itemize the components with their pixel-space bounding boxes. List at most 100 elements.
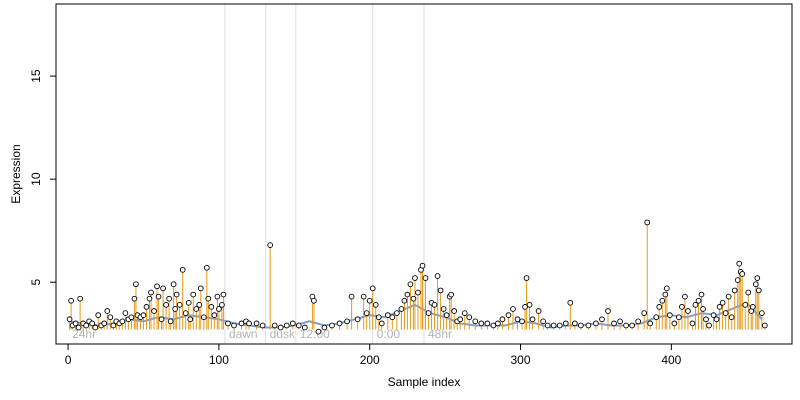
data-point-36	[163, 301, 169, 308]
data-point-115	[461, 310, 468, 316]
data-point-1	[68, 297, 74, 304]
data-point-87	[372, 301, 379, 308]
data-point-56	[214, 293, 221, 300]
y-axis: 5 10 15	[29, 69, 57, 286]
data-point-23	[131, 295, 138, 302]
data-point-130	[529, 316, 536, 323]
data-point-80	[344, 318, 350, 325]
data-point-52	[203, 264, 210, 271]
data-point-163	[689, 320, 696, 327]
data-point-5	[77, 295, 83, 302]
data-point-101	[419, 262, 426, 269]
data-point-154	[659, 297, 666, 304]
data-point-93	[398, 306, 405, 312]
data-point-103	[425, 310, 432, 316]
x-tick-label: 300	[511, 353, 531, 367]
data-point-169	[706, 322, 712, 329]
data-point-92	[394, 310, 400, 316]
data-point-171	[713, 316, 720, 323]
data-point-116	[466, 314, 473, 321]
data-point-15	[107, 314, 114, 321]
data-point-112	[451, 308, 458, 314]
data-point-108	[440, 306, 447, 312]
data-point-162	[685, 308, 691, 314]
region-dividers	[224, 4, 425, 344]
data-point-145	[617, 318, 623, 325]
data-point-48	[193, 306, 200, 312]
data-point-68	[271, 322, 278, 329]
data-point-137	[567, 299, 574, 306]
data-point-123	[505, 312, 512, 319]
data-point-105	[431, 301, 438, 308]
data-point-157	[666, 312, 673, 319]
data-point-54	[208, 304, 215, 310]
x-tick-label: 200	[360, 353, 380, 367]
data-point-148	[635, 318, 642, 325]
data-point-22	[128, 314, 135, 321]
data-point-43	[179, 266, 186, 273]
data-point-133	[544, 322, 551, 329]
data-point-7	[83, 322, 90, 329]
data-point-37	[166, 295, 172, 302]
data-point-72	[295, 322, 302, 329]
data-point-34	[158, 316, 165, 323]
data-point-149	[641, 310, 648, 316]
data-point-143	[605, 308, 611, 314]
data-point-150	[644, 219, 651, 226]
data-point-159	[676, 314, 682, 321]
data-point-174	[722, 310, 729, 316]
data-point-84	[363, 310, 370, 316]
data-point-61	[231, 322, 237, 329]
data-point-19	[119, 318, 126, 325]
data-point-135	[556, 322, 563, 329]
region-label: 12:00	[300, 327, 330, 341]
data-point-158	[671, 320, 678, 327]
data-point-46	[187, 316, 194, 323]
data-point-11	[95, 312, 102, 319]
data-point-173	[719, 299, 726, 306]
data-point-96	[407, 281, 414, 288]
data-point-117	[472, 318, 479, 325]
data-point-16	[110, 322, 117, 329]
x-tick-label: 400	[661, 353, 681, 367]
data-point-57	[216, 306, 222, 312]
data-point-160	[679, 304, 685, 310]
data-point-189	[758, 310, 765, 316]
data-point-71	[289, 320, 296, 327]
data-point-47	[190, 291, 197, 298]
data-point-114	[457, 316, 464, 323]
data-point-118	[478, 320, 485, 327]
data-point-91	[389, 314, 396, 321]
data-point-9	[89, 320, 96, 327]
x-tick-label: 0	[65, 353, 72, 367]
region-labels: 24hr dawn dusk 12:00 0:00 48hr	[72, 327, 452, 341]
data-point-177	[731, 287, 738, 294]
data-point-70	[283, 322, 290, 329]
region-label: dawn	[229, 327, 258, 341]
x-axis-title: Sample index	[388, 375, 461, 389]
data-point-185	[749, 304, 756, 310]
data-point-181	[739, 271, 746, 277]
data-point-179	[736, 260, 743, 267]
data-point-165	[695, 297, 702, 304]
data-point-152	[653, 314, 660, 321]
data-point-106	[434, 273, 441, 279]
data-point-77	[321, 324, 328, 331]
y-tick-label: 10	[29, 172, 43, 186]
data-point-38	[167, 318, 174, 325]
data-point-167	[700, 306, 706, 312]
data-point-168	[703, 316, 709, 323]
data-point-85	[366, 297, 373, 304]
data-point-79	[336, 320, 343, 327]
data-point-120	[490, 322, 497, 329]
data-point-178	[734, 277, 741, 283]
data-point-55	[211, 312, 218, 319]
data-point-64	[246, 320, 252, 327]
data-point-82	[354, 316, 361, 323]
data-point-24	[133, 281, 139, 288]
data-point-31	[151, 308, 157, 314]
data-point-142	[599, 316, 605, 323]
data-point-29	[146, 295, 153, 302]
data-point-58	[219, 301, 225, 308]
